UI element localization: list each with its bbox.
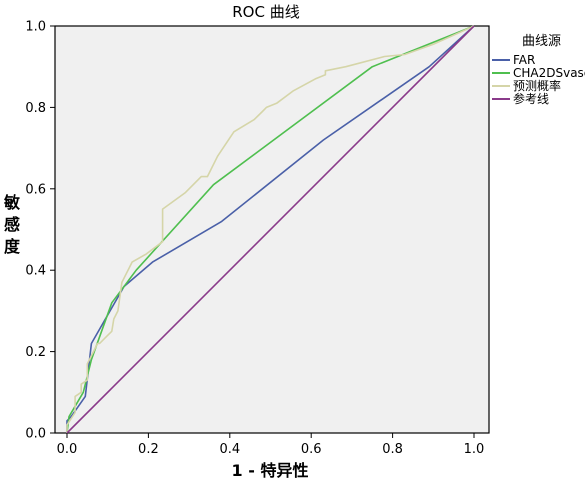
y-tick-label: 1.0 [25, 20, 46, 35]
y-tick-label: 0.6 [25, 182, 46, 197]
series-layer [66, 25, 475, 434]
legend-title: 曲线源 [522, 34, 561, 49]
x-tick-label: 0.6 [301, 442, 322, 457]
y-axis-label: 敏感度 [3, 193, 21, 256]
series-line-1 [66, 25, 475, 434]
y-tick-label: 0.2 [25, 345, 46, 360]
x-tick-label: 1.0 [464, 442, 485, 457]
x-tick-label: 0.8 [382, 442, 403, 457]
legend-label: 预测概率 [513, 78, 561, 93]
series-line-3 [66, 25, 475, 434]
legend-label: 参考线 [513, 91, 549, 106]
legend-label: CHA2DSvasc [513, 66, 585, 80]
plot-area [54, 25, 490, 434]
chart-title: ROC 曲线 [232, 3, 299, 21]
x-axis-label: 1 - 特异性 [232, 461, 309, 480]
axes: 0.0 0.2 0.4 0.6 0.8 1.0 0.0 0.2 0.4 0.6 0.8 1.0 [25, 20, 484, 458]
y-tick-label: 0.8 [25, 101, 46, 116]
y-tick-label: 0.4 [25, 264, 46, 279]
x-tick-label: 0.0 [57, 442, 78, 457]
y-tick-label: 0.0 [25, 427, 46, 442]
series-line-2 [66, 25, 475, 433]
legend-label: FAR [513, 53, 535, 67]
x-tick-label: 0.2 [138, 442, 159, 457]
x-tick-label: 0.4 [219, 442, 240, 457]
